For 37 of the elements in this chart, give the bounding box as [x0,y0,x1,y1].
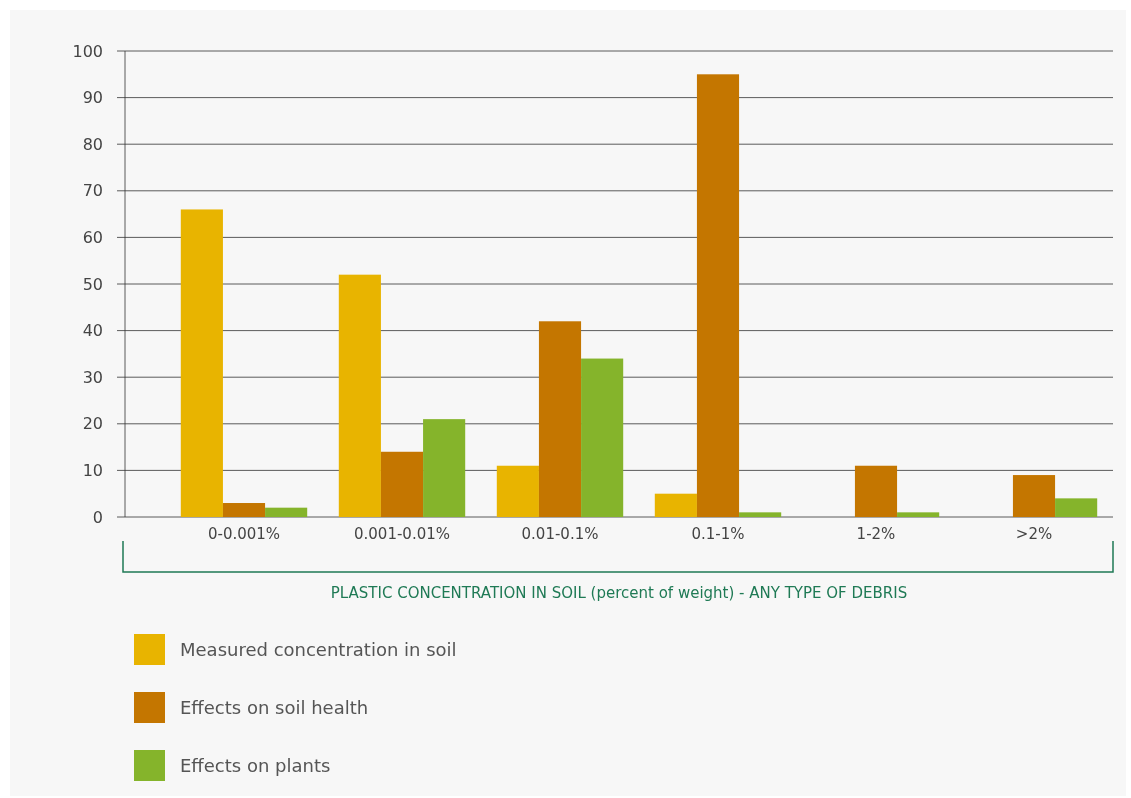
bar [496,465,539,517]
bar [897,512,940,517]
bar [854,465,898,517]
bar [696,74,740,517]
legend-label: Effects on plants [180,755,331,777]
y-tick-label: 10 [82,461,103,480]
x-tick-label: 0.01-0.1% [521,525,599,543]
bar [380,451,424,517]
y-tick-label: 100 [72,41,103,61]
y-tick-label: 80 [82,134,103,154]
x-tick-label: 1-2% [856,525,896,543]
x-axis-title: PLASTIC CONCENTRATION IN SOIL (percent of weight) - ANY TYPE OF DEBRIS [330,584,908,602]
bar [222,503,266,517]
bar [538,321,582,517]
legend-label: Measured concentration in soil [180,639,457,661]
x-tick-label: >2% [1015,525,1053,543]
x-tick-label: 0-0.001% [207,525,281,543]
bar [1012,475,1056,517]
bar [265,507,308,517]
y-tick-label: 40 [82,321,103,341]
bar [180,209,223,517]
bar [739,512,782,517]
x-tick-label: 0.001-0.01% [353,525,451,543]
y-tick-label: 30 [82,367,103,387]
y-tick-label: 90 [82,88,103,108]
y-tick-label: 20 [82,414,103,434]
bar [581,358,624,517]
legend-label: Effects on soil health [180,697,369,719]
y-tick-label: 70 [82,181,103,201]
bar [654,493,697,517]
bar [423,419,466,517]
y-tick-label: 50 [82,274,103,294]
bar [1055,498,1098,517]
bar [338,274,381,517]
y-tick-label: 60 [82,228,103,247]
y-tick-label: 0 [92,507,103,527]
x-tick-label: 0.1-1% [691,525,745,543]
